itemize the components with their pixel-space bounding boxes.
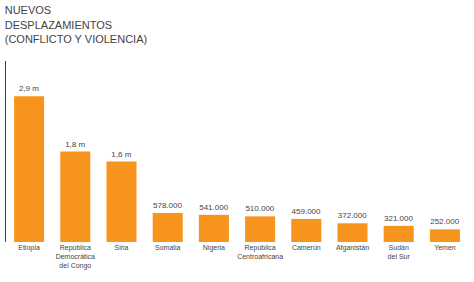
svg-text:578.000: 578.000 (153, 201, 182, 210)
svg-text:321.000: 321.000 (384, 214, 413, 223)
svg-text:RepúblicaCentroafricana: RepúblicaCentroafricana (237, 244, 283, 260)
svg-text:372.000: 372.000 (338, 211, 367, 220)
svg-text:541.000: 541.000 (199, 203, 228, 212)
svg-text:Nigeria: Nigeria (203, 244, 225, 252)
svg-text:Somalia: Somalia (155, 244, 180, 251)
svg-text:252.000: 252.000 (430, 217, 459, 226)
svg-text:Sudándel Sur: Sudándel Sur (388, 244, 411, 260)
svg-text:Etiopía: Etiopía (18, 244, 40, 252)
svg-text:Afganistán: Afganistán (336, 244, 369, 252)
svg-text:Yemen: Yemen (434, 244, 456, 251)
svg-text:2,9 m: 2,9 m (19, 84, 39, 93)
svg-text:1,6 m: 1,6 m (111, 150, 131, 159)
svg-text:1,8 m: 1,8 m (65, 140, 85, 149)
svg-text:NUEVOSDESPLAZAMIENTOS(CONFLICT: NUEVOSDESPLAZAMIENTOS(CONFLICTO Y VIOLEN… (5, 4, 147, 45)
svg-text:Siria: Siria (114, 244, 128, 251)
svg-text:510.000: 510.000 (245, 204, 274, 213)
svg-text:RepúblicaDemocráticadel Congo: RepúblicaDemocráticadel Congo (56, 244, 95, 270)
svg-text:Camerún: Camerún (292, 244, 321, 251)
svg-text:459.000: 459.000 (292, 207, 321, 216)
